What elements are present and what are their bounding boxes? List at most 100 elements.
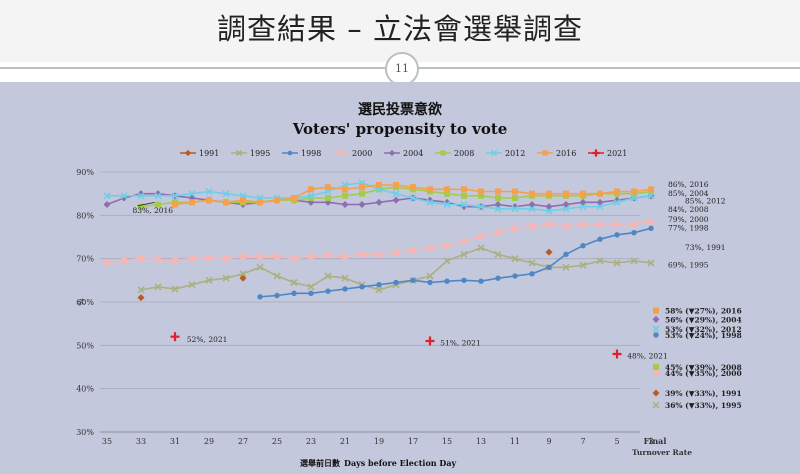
data-label: 84%, 2008 (668, 205, 709, 214)
data-point-1998 (580, 242, 586, 249)
data-point-2004 (103, 201, 111, 208)
data-point-1991 (137, 294, 145, 302)
data-label: 48%, 2021 (627, 352, 668, 361)
data-point-1995 (341, 274, 349, 282)
data-point-1998 (648, 225, 654, 232)
chart-background (0, 82, 800, 474)
data-point-1995 (307, 283, 315, 291)
data-point-1998 (376, 281, 382, 288)
chart-title: 選民投票意欲 (358, 101, 442, 118)
data-point-1998 (359, 284, 365, 290)
data-point-2004 (358, 201, 366, 208)
data-point-2016 (614, 188, 620, 195)
x-tick-label: 3 (648, 437, 653, 446)
data-point-2000 (138, 255, 144, 262)
data-point-2008 (359, 190, 365, 197)
data-point-1995 (426, 272, 434, 280)
data-point-2000 (631, 221, 637, 227)
final-rate-marker-2008 (653, 364, 659, 370)
x-tick-final-sub: Turnover Rate (632, 448, 692, 457)
data-point-1995 (596, 257, 604, 265)
data-point-2012 (205, 187, 213, 196)
legend-label-2004: 2004 (403, 149, 423, 158)
data-point-2016 (410, 184, 416, 191)
data-point-1995 (528, 259, 536, 267)
y-tick-label: 30% (76, 428, 94, 437)
data-point-2000 (427, 244, 433, 251)
legend-marker-2012 (490, 149, 498, 157)
data-label: 51%, 2021 (440, 339, 481, 348)
data-point-2012 (154, 192, 162, 200)
x-tick-label: 25 (272, 437, 282, 446)
data-point-1995 (222, 274, 230, 282)
data-point-1995 (630, 257, 638, 265)
legend-marker-1995 (235, 149, 243, 157)
final-rate-label: 56% (▼29%), 2004 (665, 315, 742, 324)
data-point-1998 (461, 277, 467, 284)
data-point-2000 (155, 256, 161, 263)
data-point-2000 (478, 234, 484, 240)
data-point-2012 (307, 192, 315, 200)
x-tick-label: 35 (102, 437, 112, 446)
legend-marker-2000 (338, 150, 344, 156)
x-tick-label: 9 (546, 437, 551, 446)
data-point-2008 (308, 195, 314, 201)
x-tick-label: 31 (170, 437, 180, 446)
data-point-2000 (104, 260, 110, 266)
annotation-leader (137, 201, 155, 207)
data-point-2012 (426, 198, 434, 206)
data-point-2016 (257, 199, 263, 206)
final-rate-marker-2004 (652, 315, 660, 323)
data-point-1995 (613, 259, 621, 267)
data-point-2016 (291, 195, 297, 201)
data-label: 85%, 2012 (685, 197, 726, 206)
data-point-1995 (239, 270, 247, 278)
data-point-2008 (342, 192, 348, 199)
data-point-1995 (443, 257, 451, 265)
data-point-2012 (409, 194, 417, 202)
data-point-1998 (546, 264, 552, 271)
x-tick-label: 19 (374, 437, 384, 446)
data-point-2016 (223, 199, 229, 206)
data-point-1998 (563, 251, 569, 258)
legend-marker-2021 (592, 149, 600, 157)
data-point-1998 (512, 273, 518, 279)
data-point-2012 (171, 192, 179, 200)
data-label: 73%, 1991 (685, 243, 726, 252)
y-tick-label: 50% (76, 341, 94, 350)
data-point-2016 (597, 190, 603, 197)
data-point-2000 (546, 221, 552, 227)
x-tick-label: 21 (340, 437, 350, 446)
data-point-1995 (477, 244, 485, 252)
data-point-2012 (545, 207, 553, 215)
data-point-2016 (512, 188, 518, 195)
data-point-2012 (596, 203, 604, 211)
data-point-2000 (206, 254, 212, 261)
data-label: 52%, 2021 (187, 335, 228, 344)
y-tick-label: 40% (76, 385, 94, 394)
data-point-2000 (325, 252, 331, 259)
legend-label-1995: 1995 (250, 149, 270, 158)
data-point-1998 (274, 292, 280, 299)
data-point-2016 (206, 197, 212, 204)
legend-label-1998: 1998 (301, 149, 321, 158)
data-point-2000 (189, 255, 195, 262)
data-label: 85%, 2004 (668, 189, 709, 198)
x-tick-label: 7 (580, 437, 585, 446)
legend-label-1991: 1991 (199, 149, 219, 158)
data-point-2000 (121, 257, 127, 264)
data-point-2016 (444, 186, 450, 193)
x-axis-label-en: Days before Election Day (344, 458, 457, 468)
data-point-1998 (325, 288, 331, 294)
data-label: 79%, 2000 (668, 215, 709, 224)
data-point-1995 (137, 286, 145, 294)
data-point-2008 (495, 195, 501, 201)
data-point-2000 (172, 257, 178, 264)
data-point-1998 (291, 290, 297, 297)
data-point-1995 (562, 263, 570, 271)
data-point-2016 (189, 199, 195, 206)
data-point-2012 (528, 205, 536, 213)
data-point-2000 (393, 249, 399, 256)
data-point-2012 (443, 200, 451, 209)
